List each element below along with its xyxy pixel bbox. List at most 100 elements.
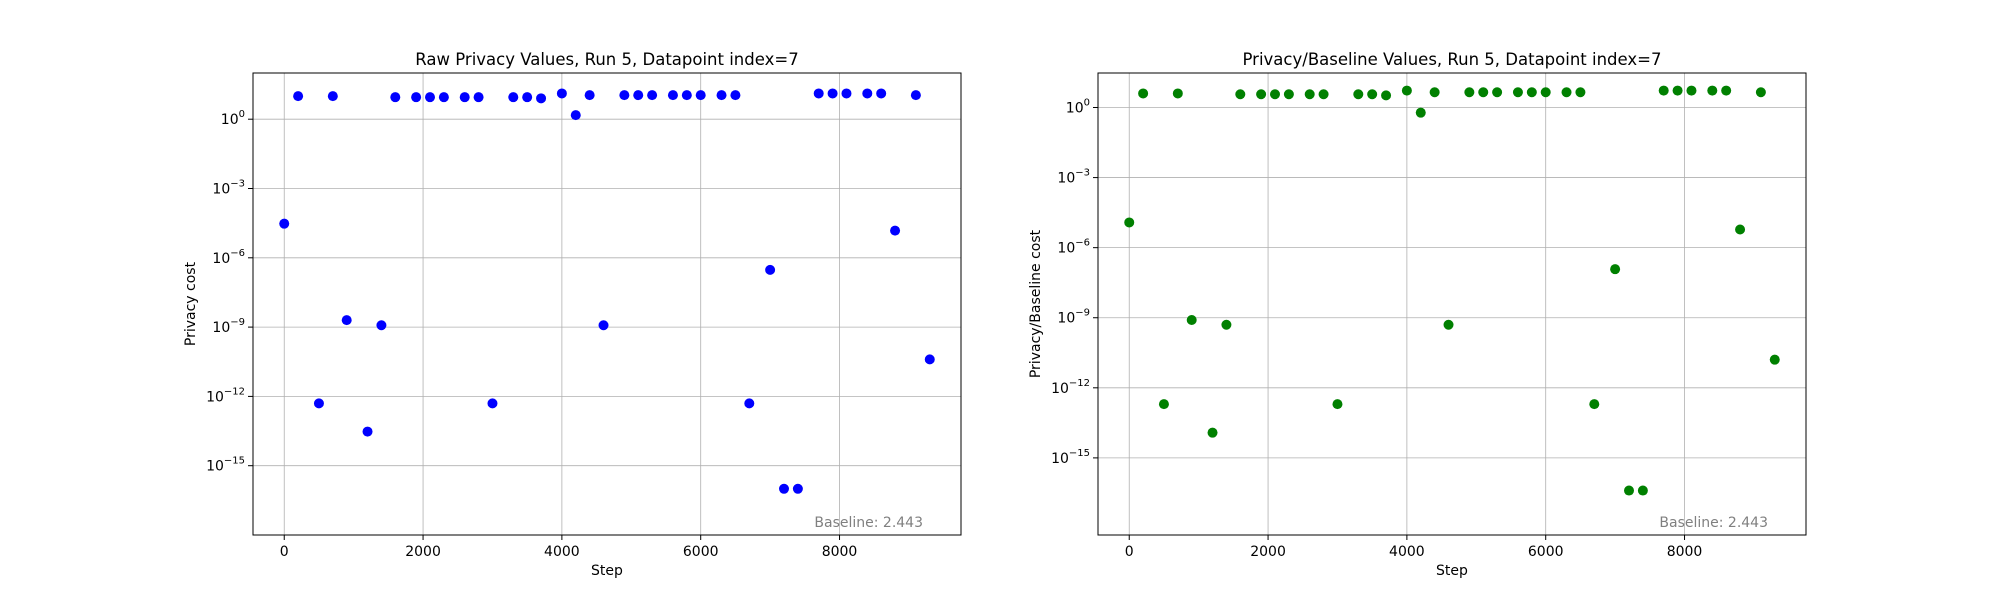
- y-tick-base: 10: [212, 182, 230, 198]
- y-tick-base: 10: [206, 389, 224, 405]
- data-point: [1256, 89, 1267, 100]
- data-point: [862, 88, 873, 99]
- data-point: [1207, 427, 1218, 438]
- data-point: [1686, 85, 1697, 96]
- y-tick-base: 10: [221, 112, 239, 128]
- data-point: [1172, 88, 1183, 99]
- data-point: [1658, 85, 1669, 96]
- y-tick-exponent: −15: [1069, 448, 1090, 459]
- x-tick-label: 6000: [1528, 544, 1564, 560]
- data-point: [1235, 89, 1246, 100]
- data-point: [765, 264, 776, 275]
- x-tick-label: 4000: [1389, 544, 1425, 560]
- chart-title: Raw Privacy Values, Run 5, Datapoint ind…: [415, 50, 798, 69]
- data-point: [570, 110, 581, 121]
- plot-area: [253, 73, 961, 535]
- data-point: [536, 93, 547, 104]
- data-point: [1401, 85, 1412, 96]
- y-tick-label: 100: [1066, 98, 1090, 117]
- data-point: [792, 483, 803, 494]
- y-tick-label: 100: [221, 109, 245, 128]
- baseline-annotation: Baseline: 2.443: [1659, 515, 1768, 531]
- data-point: [1464, 87, 1475, 98]
- data-point: [425, 92, 435, 103]
- data-point: [473, 92, 484, 103]
- y-tick-label: 10−12: [1051, 378, 1090, 397]
- data-point: [1721, 85, 1732, 96]
- data-point: [1318, 89, 1329, 100]
- data-point: [876, 88, 887, 99]
- y-tick-label: 10−9: [1057, 308, 1090, 327]
- data-point: [362, 426, 373, 437]
- y-tick-label: 10−15: [1051, 448, 1090, 467]
- data-point: [890, 225, 901, 236]
- x-tick-label: 2000: [1250, 544, 1286, 560]
- data-point: [1353, 89, 1364, 100]
- y-tick-base: 10: [1051, 451, 1069, 467]
- data-point: [1540, 87, 1551, 98]
- y-tick-exponent: 0: [1084, 98, 1090, 109]
- y-tick-exponent: −12: [1069, 378, 1090, 389]
- data-point: [1637, 485, 1648, 496]
- data-point: [522, 92, 533, 103]
- y-tick-exponent: −9: [1075, 308, 1090, 319]
- y-tick-exponent: −15: [224, 456, 245, 467]
- data-point: [716, 90, 727, 101]
- y-tick-exponent: −9: [230, 317, 245, 328]
- y-tick-label: 10−9: [212, 317, 245, 336]
- data-point: [1332, 399, 1343, 410]
- y-tick-label: 10−6: [1057, 238, 1090, 257]
- y-tick-exponent: −3: [230, 179, 245, 190]
- y-tick-label: 10−3: [1057, 168, 1090, 187]
- axes-frame: [252, 72, 962, 536]
- data-point: [779, 483, 789, 494]
- y-tick-exponent: −6: [230, 248, 245, 259]
- y-tick-base: 10: [212, 251, 230, 267]
- data-point: [279, 218, 290, 229]
- chart-title: Privacy/Baseline Values, Run 5, Datapoin…: [1243, 50, 1662, 69]
- data-point: [1367, 89, 1378, 100]
- data-point: [681, 90, 692, 101]
- data-point: [667, 90, 678, 101]
- data-point: [438, 92, 449, 103]
- data-point: [1769, 354, 1780, 365]
- baseline-annotation: Baseline: 2.443: [814, 515, 923, 531]
- y-axis-label: Privacy cost: [183, 261, 199, 346]
- data-point: [1735, 224, 1746, 235]
- data-point: [647, 90, 658, 101]
- data-point: [1283, 89, 1294, 100]
- data-point: [584, 90, 595, 101]
- data-point: [341, 315, 352, 326]
- data-point: [744, 398, 755, 409]
- data-point: [598, 320, 609, 331]
- y-tick-base: 10: [1051, 381, 1069, 397]
- data-point: [1221, 319, 1232, 330]
- data-point: [1512, 87, 1523, 98]
- data-point: [1610, 264, 1621, 275]
- data-point: [1492, 87, 1503, 98]
- data-point: [293, 91, 304, 102]
- data-point: [459, 92, 470, 103]
- data-point: [376, 320, 387, 331]
- y-tick-base: 10: [1066, 101, 1084, 117]
- data-point: [1707, 85, 1718, 96]
- data-point: [1561, 87, 1572, 98]
- data-point: [556, 88, 567, 99]
- data-point: [327, 91, 338, 102]
- data-point: [1124, 217, 1135, 228]
- y-tick-label: 10−12: [206, 386, 245, 405]
- y-tick-base: 10: [1057, 311, 1075, 327]
- data-point: [1429, 87, 1440, 98]
- x-tick-label: 4000: [544, 544, 580, 560]
- data-point: [633, 90, 644, 101]
- x-tick-label: 0: [1125, 544, 1134, 560]
- y-tick-label: 10−3: [212, 179, 245, 198]
- plot-area: [1098, 73, 1806, 535]
- y-tick-exponent: −6: [1075, 238, 1090, 249]
- y-tick-base: 10: [206, 459, 224, 475]
- y-tick-exponent: −3: [1075, 168, 1090, 179]
- x-axis-label: Step: [1436, 563, 1468, 579]
- data-point: [619, 90, 630, 101]
- data-point: [1304, 89, 1315, 100]
